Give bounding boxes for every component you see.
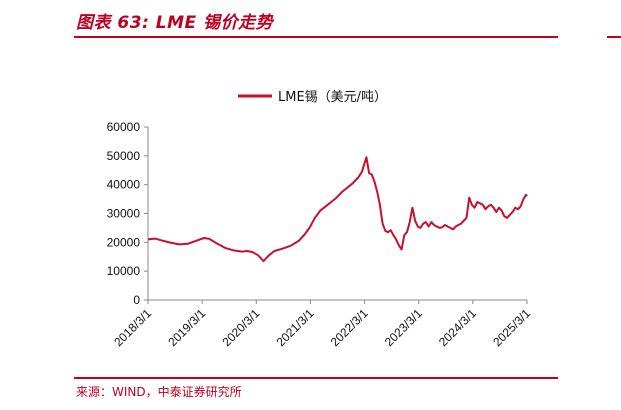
x-tick-label: 2024/3/1: [436, 306, 479, 349]
y-tick-label: 10000: [107, 264, 141, 278]
y-tick-label: 0: [133, 293, 140, 307]
x-tick-label: 2021/3/1: [274, 306, 317, 349]
source-note: 来源：WIND，中泰证券研究所: [76, 385, 242, 399]
x-tick-label: 2025/3/1: [490, 306, 533, 349]
x-tick-label: 2019/3/1: [165, 306, 208, 349]
y-tick-label: 30000: [107, 207, 141, 221]
page-title: 图表 63: LME 锡价走势: [76, 13, 274, 33]
y-tick-label: 40000: [107, 178, 141, 192]
x-tick-label: 2020/3/1: [219, 306, 262, 349]
series-line-lme-tin: [147, 156, 528, 263]
y-tick-label: 50000: [107, 149, 141, 163]
y-axis: 0 10000 20000 30000 40000 50000 60000: [107, 120, 149, 307]
x-axis: 2018/3/1 2019/3/1 2020/3/1 2021/3/1 2022/3/1…: [111, 299, 533, 349]
y-tick-label: 60000: [107, 120, 141, 134]
legend: LME锡（美元/吨）: [238, 90, 387, 105]
y-tick-label: 20000: [107, 235, 141, 249]
plot-area: [147, 156, 528, 263]
side-rule: [607, 36, 621, 38]
title-rule: [74, 36, 558, 38]
x-tick-label: 2023/3/1: [382, 306, 425, 349]
x-tick-label: 2018/3/1: [111, 306, 154, 349]
bottom-rule: [74, 377, 558, 379]
x-tick-label: 2022/3/1: [328, 306, 371, 349]
legend-label: LME锡（美元/吨）: [278, 90, 387, 105]
